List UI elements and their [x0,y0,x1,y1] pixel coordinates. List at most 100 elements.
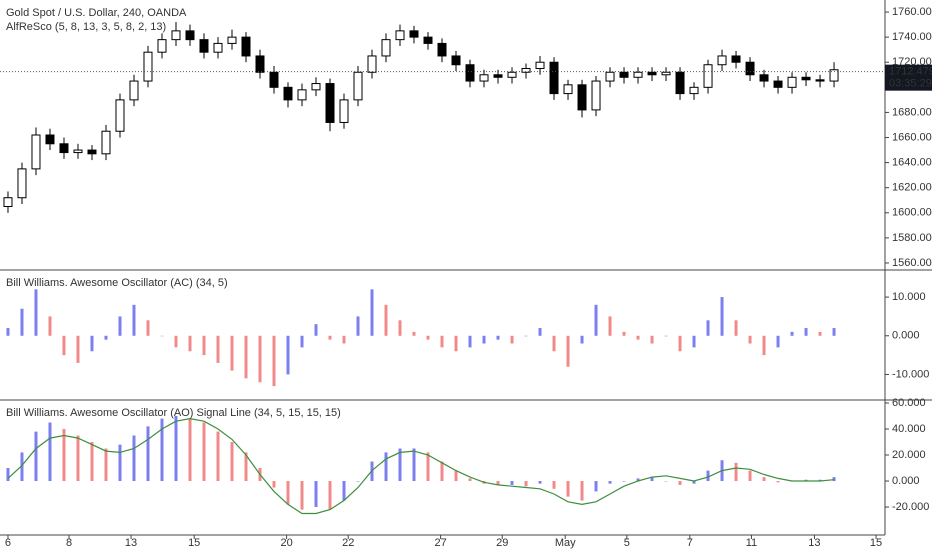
y-tick-label: 40.000 [892,423,926,435]
histogram-bar [622,481,626,482]
histogram-bar [650,477,654,482]
candle-body [59,143,69,154]
histogram-bar [34,289,38,336]
histogram-bar [692,335,696,348]
histogram-bar [244,335,248,379]
candle-body [325,83,335,123]
histogram-bar [76,435,80,482]
histogram-bar [804,479,808,482]
histogram-bar [594,481,598,492]
histogram-bar [510,481,514,485]
histogram-bar [832,328,836,336]
candle-body [829,69,839,82]
histogram-bar [188,418,192,482]
histogram-bar [174,415,178,482]
candle-body [787,76,797,88]
x-tick-label: 29 [496,537,508,549]
histogram-bar [118,444,122,482]
last-price-label: 1712.479 [889,66,932,78]
x-tick-label: 7 [687,537,693,549]
histogram-bar [356,316,360,336]
histogram-bar [76,335,80,363]
histogram-bar [818,479,822,482]
histogram-bar [678,335,682,352]
histogram-bar [20,452,24,482]
candle-body [801,76,811,81]
candle-body [675,71,685,95]
histogram-bar [132,435,136,482]
candle-body [451,55,461,66]
x-tick-label: 13 [125,537,137,549]
histogram-bar [468,478,472,482]
candle-body [633,71,643,78]
y-tick-label: -20.000 [892,501,929,513]
histogram-bar [6,328,10,336]
histogram-bar [160,418,164,482]
x-tick-label: 20 [280,537,292,549]
histogram-bar [692,481,696,484]
candle-body [101,130,111,155]
histogram-bar [48,316,52,336]
candle-body [605,71,615,82]
histogram-bar [48,422,52,482]
x-tick-label: 6 [5,537,11,549]
x-tick-label: 15 [188,537,200,549]
histogram-bar [734,320,738,336]
histogram-bar [426,335,430,340]
histogram-bar [230,335,234,371]
histogram-bar [566,481,570,497]
candle-body [563,84,573,95]
histogram-bar [104,335,108,340]
last-price-box [885,64,932,91]
candle-body [171,30,181,41]
candle-body [129,80,139,101]
x-tick-label: 22 [342,537,354,549]
histogram-bar [622,331,626,336]
histogram-bar [20,308,24,336]
histogram-bar [202,335,206,356]
histogram-bar [314,481,318,508]
histogram-bar [832,477,836,482]
candle-body [297,89,307,101]
candle-body [143,51,153,82]
panel-title: Bill Williams. Awesome Oscillator (AC) (… [6,277,228,289]
candle-body [773,80,783,88]
histogram-bar [90,442,94,482]
candle-body [31,134,41,170]
histogram-bar [384,452,388,482]
candle-body [115,99,125,132]
candle-body [815,79,825,82]
histogram-bar [146,320,150,336]
histogram-bar [608,481,612,484]
histogram-bar [160,335,164,337]
histogram-bar [524,481,528,487]
histogram-bar [188,335,192,352]
y-tick-label: 1620.000 [892,182,932,194]
histogram-bar [454,470,458,482]
histogram-bar [496,335,500,340]
histogram-bar [300,335,304,348]
y-tick-label: 0.000 [892,330,920,342]
histogram-bar [594,304,598,336]
histogram-bar [440,335,444,348]
candle-body [549,61,559,95]
histogram-bar [552,335,556,352]
candle-body [619,71,629,78]
y-tick-label: 1580.000 [892,232,932,244]
y-tick-label: 1640.000 [892,157,932,169]
x-tick-label: 13 [808,537,820,549]
histogram-bar [398,448,402,482]
histogram-bar [566,335,570,367]
candle-body [73,149,83,154]
candle-body [745,61,755,76]
x-tick-label: 5 [624,537,630,549]
histogram-bar [748,470,752,482]
histogram-bar [426,452,430,482]
histogram-bar [440,461,444,482]
signal-line [7,417,835,515]
y-tick-label: 1600.000 [892,207,932,219]
histogram-bar [216,431,220,482]
histogram-bar [104,448,108,482]
histogram-bar [748,335,752,344]
